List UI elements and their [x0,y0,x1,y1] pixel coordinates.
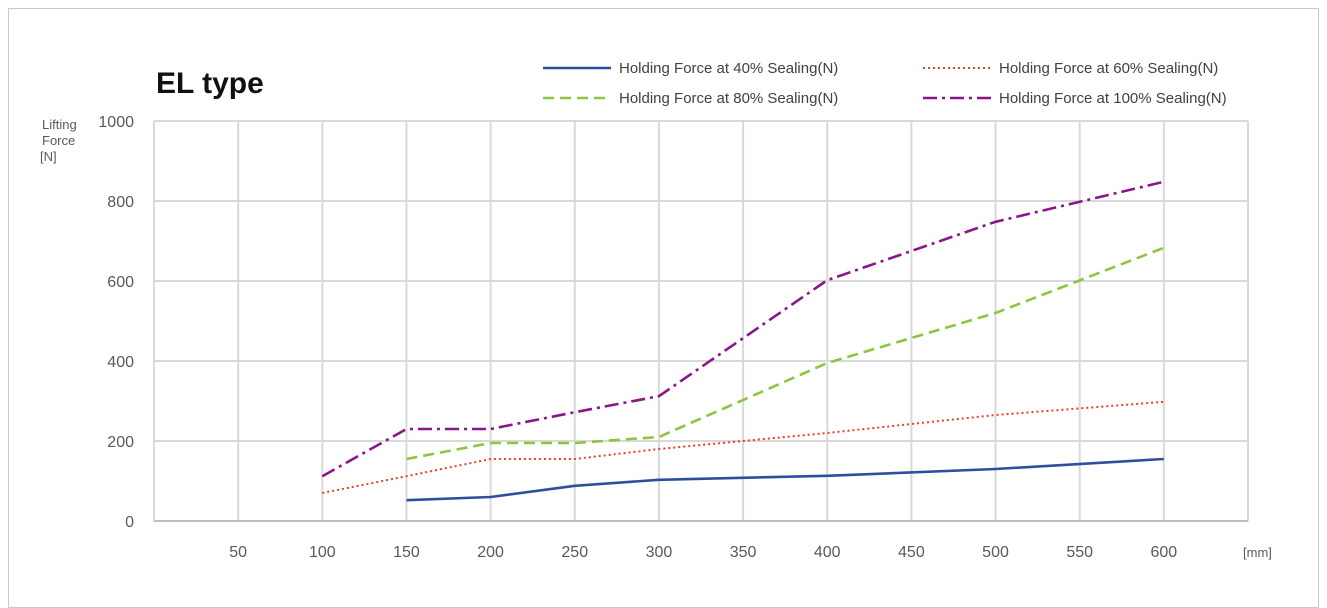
x-tick-label: 350 [730,544,757,561]
x-tick-label: 500 [982,544,1009,561]
x-tick-label: 300 [646,544,673,561]
legend-label-3: Holding Force at 80% Sealing(N) [619,90,838,107]
x-tick-label: 100 [309,544,336,561]
x-tick-label: 250 [561,544,588,561]
series-lines [321,180,1165,502]
line-chart: 0 200 400 600 800 1000 50 100 150 200 250 300 350 40… [40,60,1272,561]
y-tick-label: 200 [107,434,134,451]
x-tick-labels: 50 100 150 200 250 300 350 400 450 500 550 600 [229,544,1177,561]
x-tick-label: 550 [1066,544,1093,561]
y-axis-label-line-1: Lifting [42,117,77,132]
y-tick-label: 0 [125,514,134,531]
y-axis-label-line-2: Force [42,133,75,148]
series-line-2 [322,400,1164,494]
legend-label-2: Holding Force at 60% Sealing(N) [999,60,1218,77]
chart-title: EL type [156,67,264,100]
y-tick-label: 800 [107,194,134,211]
grid-lines [153,120,1249,522]
series-line-1 [406,457,1164,502]
series-line-3 [406,246,1165,461]
y-tick-label: 400 [107,354,134,371]
legend-label-1: Holding Force at 40% Sealing(N) [619,60,838,77]
series-line-4 [321,180,1165,478]
x-tick-label: 450 [898,544,925,561]
x-tick-label: 200 [477,544,504,561]
y-tick-labels: 0 200 400 600 800 1000 [98,114,134,531]
y-axis-label-line-3: [N] [40,149,57,164]
x-tick-label: 600 [1150,544,1177,561]
y-tick-label: 1000 [98,114,134,131]
x-tick-label: 400 [814,544,841,561]
y-tick-label: 600 [107,274,134,291]
x-tick-label: 50 [229,544,247,561]
legend: Holding Force at 40% Sealing(N) Holding F… [543,60,1227,107]
x-tick-label: 150 [393,544,420,561]
legend-label-4: Holding Force at 100% Sealing(N) [999,90,1227,107]
x-axis-unit-label: [mm] [1243,545,1272,560]
